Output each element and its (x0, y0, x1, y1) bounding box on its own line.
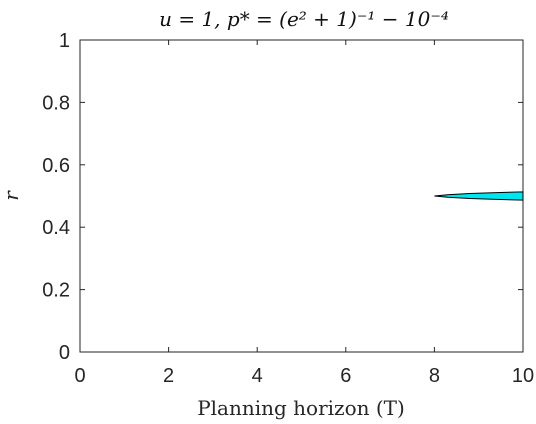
x-tick-label: 6 (340, 365, 351, 387)
y-tick-label: 0.6 (42, 155, 70, 177)
y-tick-label: 0.4 (42, 217, 70, 239)
feasible-region-0 (434, 191, 524, 201)
x-tick-label: 2 (163, 365, 174, 387)
y-tick-label: 1 (59, 30, 70, 52)
y-tick-label: 0.2 (42, 280, 70, 302)
x-tick-label: 8 (429, 365, 440, 387)
x-tick-label: 0 (74, 365, 85, 387)
y-tick-label: 0 (59, 342, 70, 364)
y-axis-label: r (0, 190, 23, 201)
y-tick-label: 0.8 (42, 92, 70, 114)
x-tick-label: 10 (512, 365, 534, 387)
chart-title: u = 1, p* = (e² + 1)⁻¹ − 10⁻⁴ (159, 7, 449, 31)
region-layer (434, 191, 524, 201)
x-tick-label: 4 (252, 365, 263, 387)
x-axis: 0 2 4 6 8 10 (74, 40, 534, 387)
y-axis: 0 0.2 0.4 0.6 0.8 1 (42, 30, 523, 364)
x-axis-label: Planning horizon (T) (197, 396, 405, 420)
